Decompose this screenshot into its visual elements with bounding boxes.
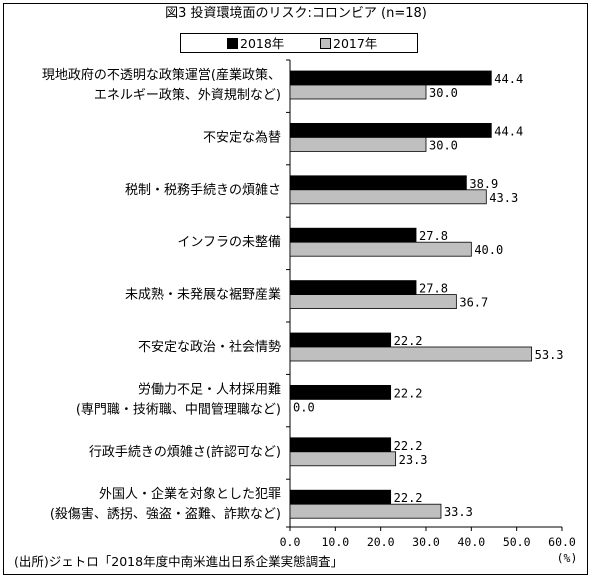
bar-2018: [289, 437, 392, 453]
value-label-2018: 44.4: [494, 124, 523, 138]
value-label-2017: 0.0: [293, 400, 315, 414]
value-label-2018: 27.8: [419, 282, 448, 296]
value-label-2017: 30.0: [429, 138, 458, 152]
legend-item-2017: 2017年: [320, 35, 377, 52]
chart-title: 図3 投資環境面のリスク:コロンビア (n=18): [165, 6, 427, 21]
bar-2017: [289, 451, 397, 467]
x-tick-label: 50.0: [503, 535, 531, 549]
x-tick-label: 60.0: [548, 535, 576, 549]
category-label: 外国人・企業を対象とした犯罪: [99, 486, 281, 502]
x-tick-label: 40.0: [457, 535, 485, 549]
bar-2017: [289, 503, 442, 519]
chart-legend: 2018年 2017年: [180, 33, 418, 53]
legend-swatch-2017: [320, 38, 331, 49]
bar-2017: [289, 346, 533, 362]
value-label-2017: 53.3: [535, 348, 564, 362]
legend-swatch-2018: [227, 38, 238, 49]
category-label: 現地政府の不透明な政策運営(産業政策、: [42, 67, 281, 83]
category-label: 未成熟・未発展な裾野産業: [125, 287, 281, 303]
value-label-2018: 22.2: [394, 386, 423, 400]
value-label-2018: 38.9: [469, 177, 498, 191]
bar-2018: [289, 227, 417, 243]
bar-2017: [289, 241, 472, 257]
legend-item-2018: 2018年: [227, 35, 284, 52]
value-label-2017: 33.3: [444, 505, 473, 519]
x-tick-label: 0.0: [280, 535, 301, 549]
bar-2018: [289, 175, 467, 191]
value-label-2017: 23.3: [399, 453, 428, 467]
bar-2017: [289, 294, 457, 310]
value-label-2017: 36.7: [459, 296, 488, 310]
x-tick-label: 20.0: [367, 535, 395, 549]
value-label-2018: 44.4: [494, 72, 523, 86]
legend-label-2017: 2017年: [333, 36, 378, 51]
value-label-2018: 22.2: [394, 439, 423, 453]
bar-2018: [289, 384, 392, 400]
bar-2018: [289, 123, 492, 138]
bar-2018: [289, 489, 392, 505]
category-label: 労働力不足・人材採用難: [138, 382, 281, 397]
category-label: 税制・税務手続きの煩雑さ: [125, 182, 281, 198]
x-tick-label: 10.0: [321, 535, 349, 549]
source-note: (出所)ジェトロ「2018年度中南米進出日系企業実態調査」: [14, 554, 344, 569]
category-label: 不安定な政治・社会情勢: [138, 339, 281, 355]
value-label-2017: 43.3: [489, 191, 518, 205]
x-axis-unit: (%): [557, 551, 578, 565]
bar-2018: [289, 280, 417, 296]
value-label-2017: 30.0: [429, 86, 458, 100]
bar-2017: [289, 136, 427, 152]
value-label-2018: 22.2: [394, 491, 423, 505]
value-label-2018: 22.2: [394, 334, 423, 348]
value-label-2017: 40.0: [474, 243, 503, 257]
value-label-2018: 27.8: [419, 229, 448, 243]
bar-2017: [289, 84, 427, 100]
category-label: 行政手続きの煩雑さ(許認可など): [89, 444, 281, 460]
bar-2017: [289, 189, 487, 205]
category-label: (殺傷害、誘拐、強盗・盗難、詐欺など): [50, 506, 281, 522]
legend-label-2018: 2018年: [240, 36, 285, 51]
category-label: 不安定な為替: [203, 129, 281, 145]
category-label: (専門職・技術職、中間管理職など): [76, 402, 281, 417]
bar-2018: [289, 332, 392, 348]
x-tick-label: 30.0: [412, 535, 440, 549]
category-label: エネルギー政策、外資規制など): [94, 87, 281, 103]
bar-2018: [289, 70, 492, 86]
category-label: インフラの未整備: [177, 234, 281, 250]
